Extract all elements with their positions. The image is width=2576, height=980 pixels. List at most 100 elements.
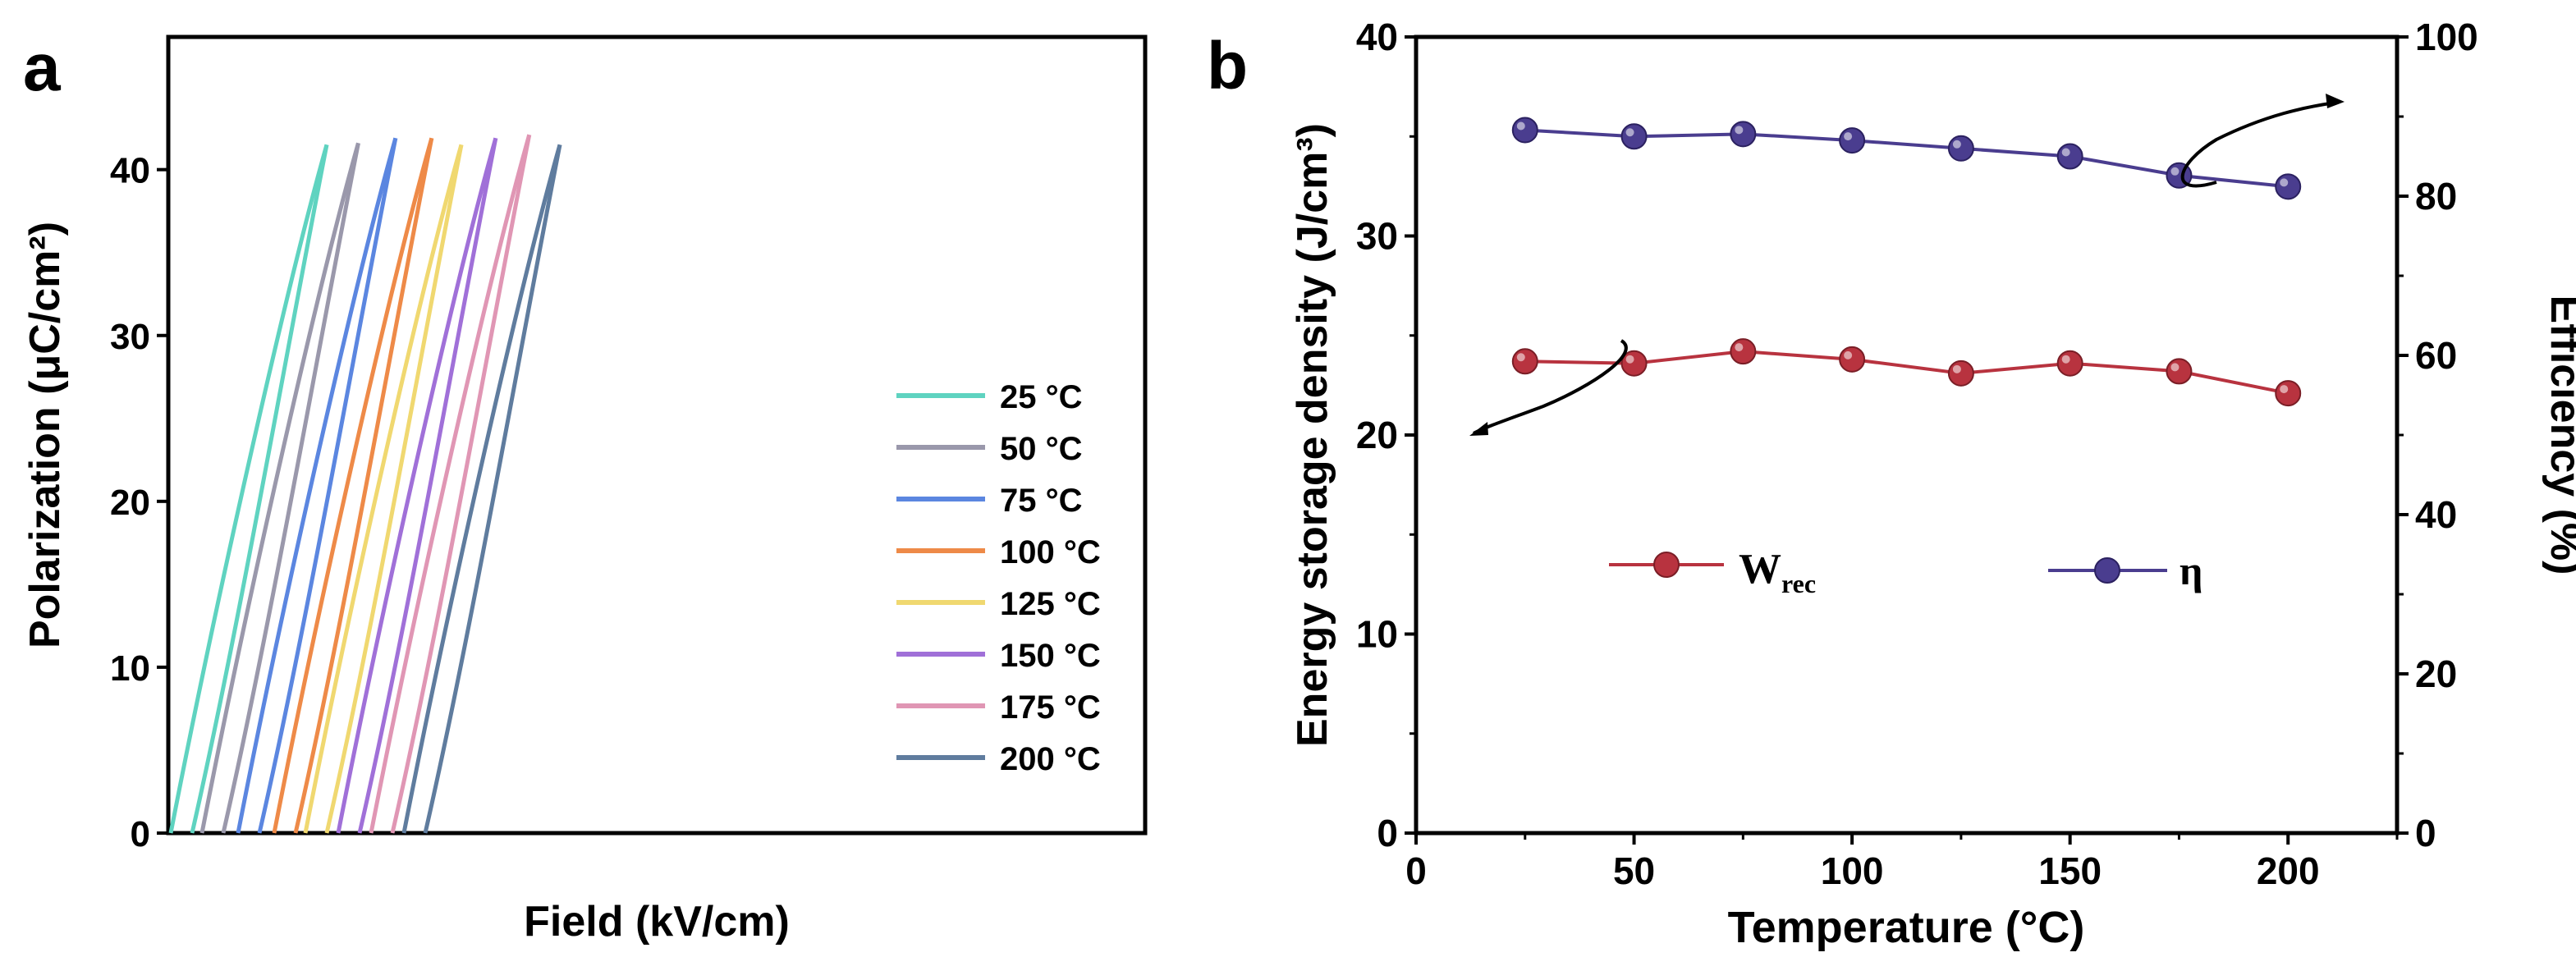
series-0-point-highlight-6 — [2170, 363, 2180, 372]
legend-wrec-marker — [1653, 552, 1680, 578]
series-0-point-7 — [2275, 380, 2302, 407]
arrow-to-right-axis — [2180, 101, 2336, 188]
loop-charge-5 — [336, 137, 498, 834]
panel-b-x-axis-label: Temperature (°C) — [1728, 903, 2085, 952]
loop-discharge-1 — [221, 142, 360, 834]
legend-eta-marker — [2094, 557, 2120, 584]
series-0-point-highlight-4 — [1952, 364, 1961, 373]
loop-discharge-6 — [390, 134, 532, 834]
series-0-point-3 — [1839, 346, 1866, 373]
arrow-head-right — [2326, 94, 2345, 108]
legend-label-5: 150 °C — [1000, 638, 1101, 674]
panel-a-y-tick-label: 0 — [131, 814, 150, 854]
series-1-point-highlight-1 — [1625, 128, 1634, 137]
arrow-to-left-axis — [1473, 339, 1628, 435]
loop-charge-4 — [303, 144, 464, 834]
series-1-point-1 — [1620, 123, 1648, 150]
loop-charge-6 — [369, 134, 532, 834]
series-1-point-2 — [1730, 121, 1757, 148]
legend-label-3: 100 °C — [1000, 534, 1101, 570]
panel-b-y2-tick-label: 0 — [2415, 812, 2436, 854]
panel-b-x-tick-label: 50 — [1613, 849, 1655, 892]
panel-b-y2-tick-label: 100 — [2415, 16, 2478, 58]
panel-label-a: a — [23, 30, 62, 105]
panel-a-y-tick-label: 30 — [110, 317, 150, 357]
panel-b-y-tick-label: 30 — [1356, 215, 1398, 258]
series-0-point-highlight-5 — [2061, 355, 2070, 364]
series-1-point-highlight-7 — [2280, 178, 2289, 187]
panel-a-x-axis-label: Field (kV/cm) — [524, 898, 790, 946]
panel-b-y2-axis-label: Efficiency (%) — [2542, 295, 2576, 575]
series-1-point-7 — [2275, 173, 2302, 200]
panel-b-y-axis-label: Energy storage density (J/cm³) — [1289, 123, 1336, 747]
panel-b: b 0 50 100 150 200 0 10 20 30 40 0 20 40 60 80 100 Wrec… — [1207, 16, 2576, 952]
series-0-point-highlight-7 — [2280, 385, 2289, 394]
panel-a-frame — [166, 34, 1148, 836]
panel-b-y-tick-label: 10 — [1356, 613, 1398, 656]
legend-label-1: 50 °C — [1000, 431, 1083, 467]
series-0-point-0 — [1511, 348, 1538, 375]
series-1-point-3 — [1839, 127, 1866, 154]
loop-discharge-5 — [357, 137, 498, 834]
series-1-point-0 — [1511, 117, 1538, 144]
panel-b-x-tick-label: 100 — [1821, 849, 1884, 892]
panel-b-y2-tick-label: 80 — [2415, 175, 2457, 218]
loop-charge-7 — [401, 144, 562, 834]
legend-label-7: 200 °C — [1000, 741, 1101, 777]
loop-discharge-2 — [257, 137, 398, 834]
legend-label-0: 25 °C — [1000, 379, 1083, 415]
legend-label-6: 175 °C — [1000, 689, 1101, 726]
panel-a-y-tick-label: 40 — [110, 151, 150, 191]
panel-label-b: b — [1207, 29, 1248, 103]
series-0-point-6 — [2166, 358, 2193, 385]
panel-a-loops — [168, 134, 562, 834]
series-1-point-highlight-5 — [2061, 148, 2070, 157]
series-1-point-highlight-0 — [1516, 121, 1525, 131]
legend-label-4: 125 °C — [1000, 586, 1101, 622]
panel-a: a 0 10 20 30 40 25 °C 50 °C 75 °C 100 °C 125 °C 1… — [21, 30, 1148, 946]
series-1-point-5 — [2056, 143, 2083, 170]
series-line-1 — [1524, 128, 2289, 189]
panel-b-frame — [1414, 34, 2400, 836]
series-0-point-highlight-1 — [1625, 355, 1634, 364]
series-line-0 — [1524, 350, 2289, 396]
loop-discharge-3 — [293, 137, 434, 834]
panel-b-y2-tick-label: 40 — [2415, 493, 2457, 536]
panel-b-x-tick-label: 200 — [2257, 849, 2320, 892]
series-0-point-4 — [1947, 359, 1974, 387]
panel-b-y-tick-label: 20 — [1356, 414, 1398, 456]
series-0-point-highlight-2 — [1735, 343, 1744, 352]
panel-b-x-tick-label: 150 — [2038, 849, 2102, 892]
series-1-point-highlight-3 — [1844, 132, 1853, 141]
panel-b-y-tick-label: 40 — [1356, 16, 1398, 58]
arrow-head-left — [1469, 422, 1488, 436]
legend-wrec-label: Wrec — [1739, 546, 1816, 598]
series-0-point-highlight-0 — [1516, 353, 1525, 362]
panel-b-annotation-arrows — [1469, 94, 2345, 436]
legend-eta-label: η — [2180, 547, 2202, 593]
panel-b-axes: 0 50 100 150 200 0 10 20 30 40 0 20 40 60 80 100 — [1356, 16, 2478, 892]
loop-charge-2 — [236, 137, 398, 834]
panel-a-y-tick-label: 10 — [110, 648, 150, 689]
loop-discharge-7 — [423, 144, 562, 834]
loop-discharge-4 — [324, 144, 464, 834]
panel-b-x-tick-label: 0 — [1405, 849, 1427, 892]
panel-b-series — [1511, 117, 2302, 407]
panel-a-y-axis-label: Polarization (μC/cm²) — [21, 222, 69, 648]
loop-charge-1 — [199, 142, 360, 834]
series-0-point-2 — [1730, 338, 1757, 365]
panel-b-y-tick-label: 0 — [1377, 812, 1398, 854]
series-0-point-5 — [2056, 350, 2083, 377]
panel-b-y2-tick-label: 20 — [2415, 653, 2457, 695]
panel-a-y-ticks: 0 10 20 30 40 — [110, 151, 168, 854]
panel-a-y-tick-label: 20 — [110, 483, 150, 523]
loop-charge-0 — [168, 144, 329, 834]
loop-charge-3 — [272, 137, 434, 834]
series-1-point-highlight-6 — [2170, 167, 2180, 176]
legend-label-2: 75 °C — [1000, 483, 1083, 519]
loop-discharge-0 — [190, 144, 329, 834]
series-0-point-highlight-3 — [1844, 350, 1853, 359]
series-1-point-4 — [1947, 135, 1974, 162]
series-1-point-highlight-2 — [1735, 126, 1744, 135]
